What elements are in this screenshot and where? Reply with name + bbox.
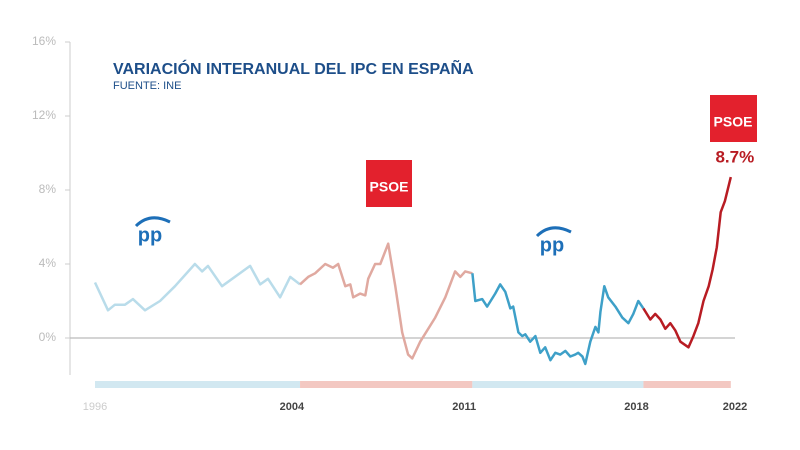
- y-tick-label: 12%: [32, 108, 56, 122]
- y-tick-label: 0%: [39, 330, 57, 344]
- period-band: [300, 381, 473, 388]
- series-line: [642, 176, 733, 349]
- psoe-logo: PSOE: [710, 95, 757, 142]
- series-line: [471, 273, 645, 366]
- series-line: [299, 242, 473, 360]
- pp-logo: pp: [134, 216, 171, 246]
- logo-arc: [535, 226, 572, 238]
- logo-text: pp: [138, 224, 162, 246]
- y-tick-label: 8%: [39, 182, 57, 196]
- data-label: 8.7%: [715, 148, 754, 167]
- x-tick-label: 2011: [452, 401, 476, 413]
- series-line: [93, 262, 301, 312]
- y-tick-label: 4%: [39, 256, 57, 270]
- x-tick-label: 2004: [280, 401, 305, 413]
- psoe-logo: PSOE: [366, 160, 412, 207]
- chart-subtitle: FUENTE: INE: [113, 80, 181, 92]
- logo-text: PSOE: [714, 114, 753, 130]
- chart-title: VARIACIÓN INTERANUAL DEL IPC EN ESPAÑA: [113, 58, 474, 78]
- pp-logo: pp: [535, 226, 572, 256]
- x-tick-label: 2018: [624, 401, 648, 413]
- period-band: [472, 381, 644, 388]
- logo-arc: [134, 216, 171, 228]
- logo-text: pp: [540, 234, 564, 256]
- logo-text: PSOE: [370, 179, 409, 195]
- logo-box: [366, 160, 412, 207]
- period-band: [643, 381, 731, 388]
- logo-box: [710, 95, 757, 142]
- x-tick-label: 2022: [723, 401, 747, 413]
- y-tick-label: 16%: [32, 34, 56, 48]
- x-tick-label: 1996: [83, 401, 107, 413]
- period-band: [95, 381, 301, 388]
